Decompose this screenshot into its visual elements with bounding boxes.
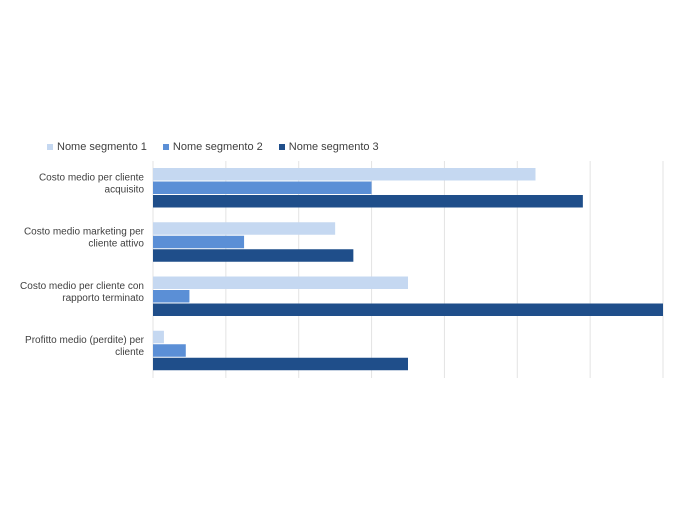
- category-label-line: Profitto medio (perdite) per: [25, 335, 145, 346]
- bar-series-1-cat-4: [153, 330, 164, 344]
- legend-label-series-2: Nome segmento 2: [172, 141, 263, 153]
- bar-series-3-cat-3: [153, 303, 663, 316]
- legend-swatch-series-1: [47, 144, 53, 150]
- bar-series-1-cat-2: [153, 222, 336, 235]
- legend-item-series-3: Nome segmento 3: [278, 141, 379, 153]
- bar-series-1-cat-1: [153, 168, 536, 181]
- legend-label-series-3: Nome segmento 3: [288, 141, 379, 153]
- legend-item-series-2: Nome segmento 2: [162, 141, 263, 153]
- bar-series-2-cat-3: [153, 290, 190, 303]
- category-label-2: Costo medio marketing per cliente attivo: [24, 227, 145, 250]
- category-label-line: Costo medio per cliente: [39, 172, 144, 183]
- legend-item-series-1: Nome segmento 1: [47, 141, 147, 153]
- category-label-line: cliente: [115, 347, 144, 358]
- bar-series-2-cat-2: [153, 235, 245, 249]
- bar-series-3-cat-4: [153, 357, 408, 371]
- category-label-3: Costo medio per cliente con rapporto term…: [20, 281, 144, 304]
- legend-swatch-series-3: [278, 144, 285, 150]
- bar-series-2-cat-4: [153, 344, 186, 357]
- bar-series-3-cat-2: [153, 249, 354, 262]
- bar-series-1-cat-3: [153, 276, 408, 289]
- category-label-line: cliente attivo: [88, 239, 144, 250]
- bar-series-3-cat-1: [153, 195, 583, 208]
- category-label-line: rapporto terminato: [62, 293, 144, 304]
- category-label-4: Profitto medio (perdite) per cliente: [25, 335, 145, 358]
- category-label-line: Costo medio per cliente con: [20, 281, 144, 292]
- category-label-1: Costo medio per cliente acquisito: [39, 172, 145, 195]
- category-label-line: acquisito: [105, 184, 145, 195]
- legend-label-series-1: Nome segmento 1: [57, 141, 147, 153]
- bar-series-2-cat-1: [153, 181, 372, 194]
- legend: Nome segmento 1 Nome segmento 2 Nome seg…: [47, 141, 379, 153]
- legend-swatch-series-2: [162, 144, 169, 150]
- category-label-line: Costo medio marketing per: [24, 227, 145, 238]
